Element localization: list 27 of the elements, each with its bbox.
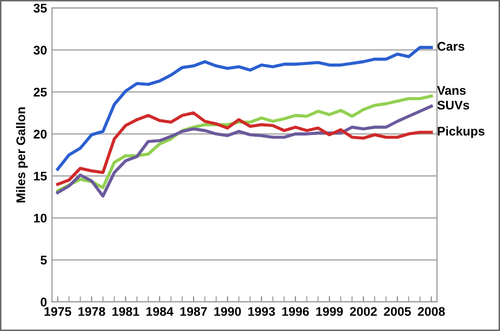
x-tick-label: 2008 [418,307,445,316]
y-tick-label: 10 [34,214,47,223]
x-tick-label: 2002 [350,307,377,316]
series-label: Cars [438,42,464,51]
x-tick-label: 2005 [384,307,411,316]
series-label: SUVs [437,100,470,110]
series-label: Vans [437,86,466,95]
y-tick-label: 25 [34,88,47,97]
x-tick-label: 1978 [78,307,106,316]
series-label: Pickups [438,126,484,138]
x-tick-label: 1981 [112,307,140,316]
x-tick-label: 1996 [282,307,309,316]
line-series [56,111,433,186]
x-tick-label: 1987 [180,307,207,316]
x-tick-label: 1984 [146,307,174,316]
y-tick-label: 35 [34,4,47,13]
x-tick-label: 1999 [316,307,343,316]
x-tick-label: 1993 [248,307,275,316]
y-tick-label: 0 [40,298,47,307]
y-tick-label: 15 [34,172,47,181]
y-tick-label: 30 [34,46,47,55]
line-series [56,46,433,171]
y-tick-label: 20 [34,130,47,139]
x-tick-label: 1990 [214,307,241,316]
x-tick-label: 1975 [44,307,72,316]
y-tick-label: 5 [40,256,47,265]
y-axis-title: Miles per Gallon [16,107,28,202]
